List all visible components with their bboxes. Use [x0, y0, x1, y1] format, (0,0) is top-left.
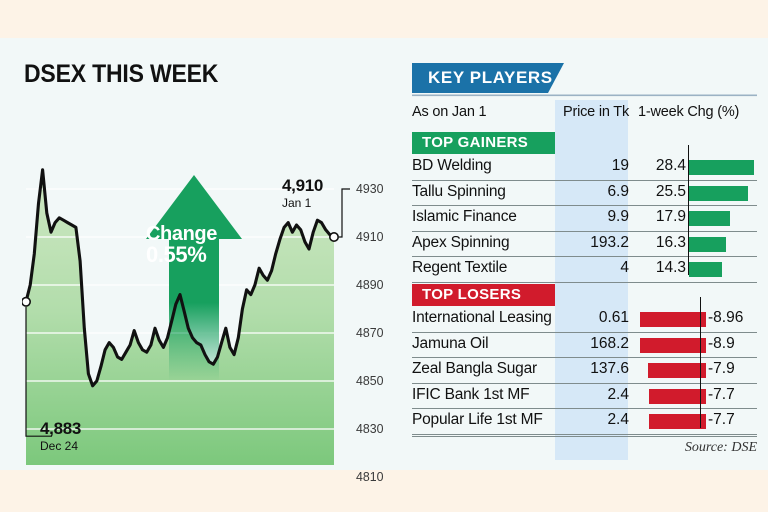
chart-panel: DSEX THIS WEEK — [0, 38, 400, 484]
y-axis-tick: 4850 — [356, 373, 384, 388]
source-note: Source: DSE — [684, 440, 757, 455]
row-change-bar — [689, 185, 748, 201]
table-row[interactable]: Zeal Bangla Sugar 137.6 -7.9 — [412, 358, 757, 384]
row-change: 28.4 — [655, 157, 686, 174]
row-change: 16.3 — [655, 233, 686, 251]
table-row[interactable]: Regent Textile 4 14.3 — [412, 257, 757, 283]
row-company-name: Apex Spinning — [412, 233, 510, 251]
row-change: -8.9 — [708, 334, 735, 352]
y-axis-labels: 4930 4910 4890 4870 4850 4830 4810 — [356, 143, 400, 484]
row-change: 17.9 — [655, 208, 686, 225]
row-company-name: International Leasing — [412, 309, 552, 326]
row-change-bar — [689, 160, 755, 175]
table-row[interactable]: Popular Life 1st MF 2.4 -7.7 — [412, 409, 757, 435]
row-price: 2.4 — [607, 385, 629, 403]
gainers-baseline — [688, 145, 689, 275]
row-price: 168.2 — [590, 334, 629, 352]
table-row[interactable]: International Leasing 0.61 -8.96 — [412, 307, 757, 333]
row-price: 4 — [620, 259, 629, 276]
start-annotation-date: Dec 24 — [40, 439, 79, 453]
chart-svg — [22, 143, 352, 465]
start-annotation: 4,883 Dec 24 — [40, 419, 81, 453]
end-annotation-value: 4,910 — [282, 176, 324, 195]
change-label: Change — [146, 223, 217, 245]
column-header-change: 1-week Chg (%) — [638, 104, 740, 120]
row-change-bar — [649, 388, 706, 404]
row-price: 6.9 — [607, 182, 629, 200]
row-change-bar — [689, 236, 727, 252]
row-company-name: Popular Life 1st MF — [412, 411, 543, 428]
row-company-name: BD Welding — [412, 157, 492, 174]
row-price: 193.2 — [590, 233, 629, 251]
table-row[interactable]: IFIC Bank 1st MF 2.4 -7.7 — [412, 384, 757, 409]
line-chart-plot — [22, 143, 352, 465]
start-annotation-value: 4,883 — [40, 419, 82, 438]
row-change-bar — [647, 363, 706, 378]
table-row[interactable]: BD Welding 19 28.4 — [412, 155, 757, 181]
row-price: 19 — [611, 157, 629, 174]
top-losers-header: TOP LOSERS — [412, 284, 555, 306]
top-gainers-header: TOP GAINERS — [412, 132, 555, 154]
page-title: DSEX THIS WEEK — [24, 60, 219, 88]
y-axis-tick: 4890 — [356, 277, 384, 292]
y-axis-tick: 4830 — [356, 421, 384, 436]
row-change: 25.5 — [655, 182, 686, 200]
row-change-bar — [649, 414, 706, 429]
table-row[interactable]: Jamuna Oil 168.2 -8.9 — [412, 333, 757, 358]
top-losers-label: TOP LOSERS — [422, 286, 522, 303]
row-change: -7.9 — [708, 360, 735, 377]
end-annotation-date: Jan 1 — [282, 196, 312, 210]
row-company-name: Zeal Bangla Sugar — [412, 360, 537, 377]
price-column-highlight — [555, 100, 628, 460]
row-company-name: IFIC Bank 1st MF — [412, 385, 530, 403]
row-change: 14.3 — [655, 259, 686, 276]
key-players-panel: KEY PLAYERS As on Jan 1 Price in Tk 1-we… — [406, 38, 768, 470]
table-row[interactable]: Apex Spinning 193.2 16.3 — [412, 232, 757, 257]
key-players-banner — [412, 63, 757, 97]
row-price: 0.61 — [598, 309, 629, 326]
row-price: 2.4 — [607, 411, 629, 428]
change-callout: Change 0.55% — [146, 224, 217, 267]
row-change-bar — [639, 312, 706, 327]
row-change: -7.7 — [708, 411, 735, 428]
y-axis-tick: 4870 — [356, 325, 384, 340]
row-company-name: Islamic Finance — [412, 208, 517, 225]
top-gainers-label: TOP GAINERS — [422, 134, 529, 151]
row-change-bar — [640, 337, 706, 353]
table-header: As on Jan 1 Price in Tk 1-week Chg (%) — [412, 104, 757, 130]
column-header-name: As on Jan 1 — [412, 104, 487, 120]
row-company-name: Tallu Spinning — [412, 182, 506, 200]
y-axis-tick: 4910 — [356, 229, 384, 244]
row-change: -8.96 — [708, 309, 744, 326]
row-price: 137.6 — [590, 360, 629, 377]
losers-baseline — [700, 297, 701, 428]
row-company-name: Jamuna Oil — [412, 334, 489, 352]
table-row[interactable]: Islamic Finance 9.9 17.9 — [412, 206, 757, 232]
row-change-bar — [689, 211, 731, 226]
y-axis-tick: 4930 — [356, 181, 384, 196]
key-players-title: KEY PLAYERS — [428, 68, 553, 87]
column-header-price: Price in Tk — [562, 104, 629, 120]
row-change: -7.7 — [708, 385, 735, 403]
y-axis-tick: 4810 — [356, 469, 384, 484]
table-row[interactable]: Tallu Spinning 6.9 25.5 — [412, 181, 757, 206]
table-bottom-rule — [412, 436, 757, 437]
row-price: 9.9 — [607, 208, 629, 225]
end-annotation: 4,910 Jan 1 — [282, 176, 323, 210]
row-company-name: Regent Textile — [412, 259, 508, 276]
row-change-bar — [689, 262, 722, 277]
change-value: 0.55% — [146, 242, 207, 268]
